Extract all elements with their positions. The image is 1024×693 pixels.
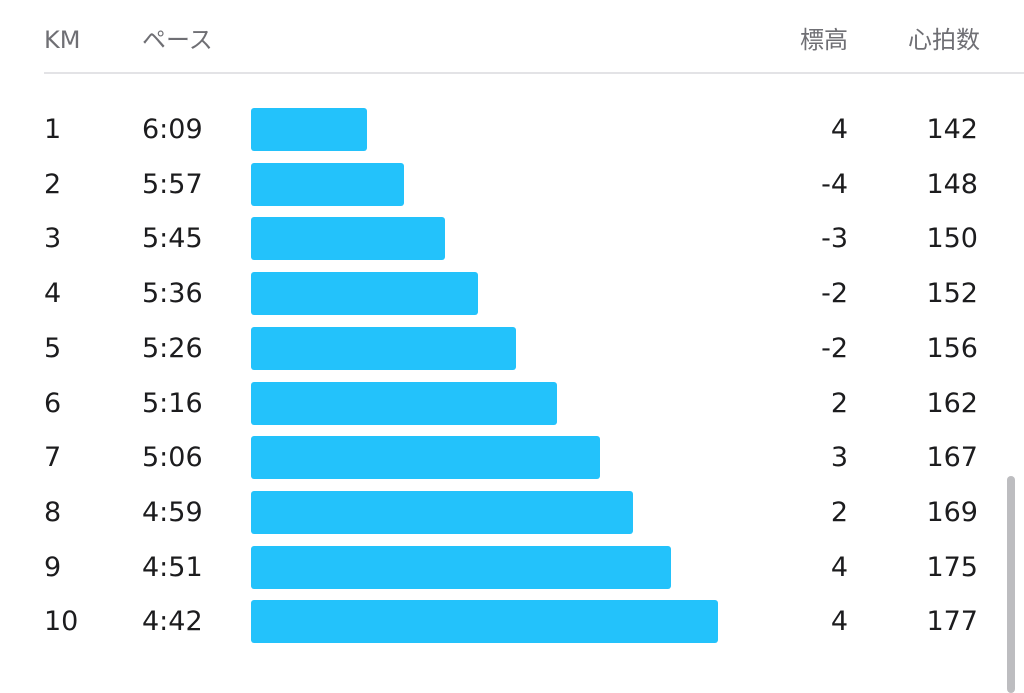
heart-rate-value: 162 xyxy=(926,387,978,419)
pace-bar xyxy=(251,545,671,589)
pace-value: 4:51 xyxy=(142,551,203,583)
pace-bar xyxy=(251,600,718,644)
pace-value: 4:59 xyxy=(142,496,203,528)
pace-bar xyxy=(251,162,404,206)
pace-bar xyxy=(251,108,367,151)
elevation-value: -4 xyxy=(821,168,848,200)
pace-bar xyxy=(251,436,600,480)
elevation-value: 2 xyxy=(830,387,848,419)
pace-value: 5:45 xyxy=(142,223,203,255)
heart-rate-value: 169 xyxy=(926,496,978,528)
table-row: 7 5:06 3 167 xyxy=(0,435,1024,489)
table-header: KM ペース 標高 心拍数 xyxy=(0,0,1024,74)
table-row: 10 4:42 4 177 xyxy=(0,599,1024,653)
heart-rate-value: 148 xyxy=(926,168,978,200)
elevation-value: 4 xyxy=(830,606,848,638)
heart-rate-value: 152 xyxy=(926,278,978,310)
table-row: 9 4:51 4 175 xyxy=(0,545,1024,599)
table-row: 5 5:26 -2 156 xyxy=(0,326,1024,380)
pace-value: 5:26 xyxy=(142,332,203,364)
pace-bar xyxy=(251,217,445,261)
heart-rate-value: 156 xyxy=(926,332,978,364)
elevation-value: -3 xyxy=(821,223,848,255)
pace-bar xyxy=(251,272,478,316)
header-divider xyxy=(44,72,1024,74)
table-row: 6 5:16 2 162 xyxy=(0,381,1024,435)
elevation-value: 4 xyxy=(830,551,848,583)
km-value: 5 xyxy=(44,332,62,364)
pace-bar xyxy=(251,381,557,425)
pace-value: 5:36 xyxy=(142,278,203,310)
elevation-value: -2 xyxy=(821,278,848,310)
km-value: 8 xyxy=(44,496,62,528)
elevation-value: 3 xyxy=(830,442,848,474)
elevation-value: 2 xyxy=(830,496,848,528)
km-value: 1 xyxy=(44,114,62,145)
pace-value: 4:42 xyxy=(142,606,203,638)
heart-rate-value: 150 xyxy=(926,223,978,255)
km-value: 6 xyxy=(44,387,62,419)
table-row: 1 6:09 4 142 xyxy=(0,107,1024,161)
km-value: 10 xyxy=(44,606,79,638)
heart-rate-value: 167 xyxy=(926,442,978,474)
heart-rate-value: 175 xyxy=(926,551,978,583)
table-row: 2 5:57 -4 148 xyxy=(0,162,1024,216)
table-row: 3 5:45 -3 150 xyxy=(0,216,1024,270)
pace-value: 5:06 xyxy=(142,442,203,474)
header-heart-rate: 心拍数 xyxy=(908,26,980,54)
header-km: KM xyxy=(44,26,81,54)
table-row: 4 5:36 -2 152 xyxy=(0,271,1024,325)
header-elevation: 標高 xyxy=(800,26,848,54)
elevation-value: 4 xyxy=(830,114,848,145)
pace-bar xyxy=(251,326,516,370)
heart-rate-value: 142 xyxy=(926,114,978,145)
km-value: 4 xyxy=(44,278,62,310)
pace-value: 5:57 xyxy=(142,168,203,200)
elevation-value: -2 xyxy=(821,332,848,364)
pace-value: 6:09 xyxy=(142,114,203,145)
pace-bar xyxy=(251,490,633,534)
km-value: 3 xyxy=(44,223,62,255)
scrollbar[interactable] xyxy=(1007,476,1015,693)
km-value: 7 xyxy=(44,442,62,474)
km-value: 2 xyxy=(44,168,62,200)
km-value: 9 xyxy=(44,551,62,583)
heart-rate-value: 177 xyxy=(926,606,978,638)
pace-value: 5:16 xyxy=(142,387,203,419)
table-row: 8 4:59 2 169 xyxy=(0,490,1024,544)
header-pace: ペース xyxy=(142,26,213,54)
